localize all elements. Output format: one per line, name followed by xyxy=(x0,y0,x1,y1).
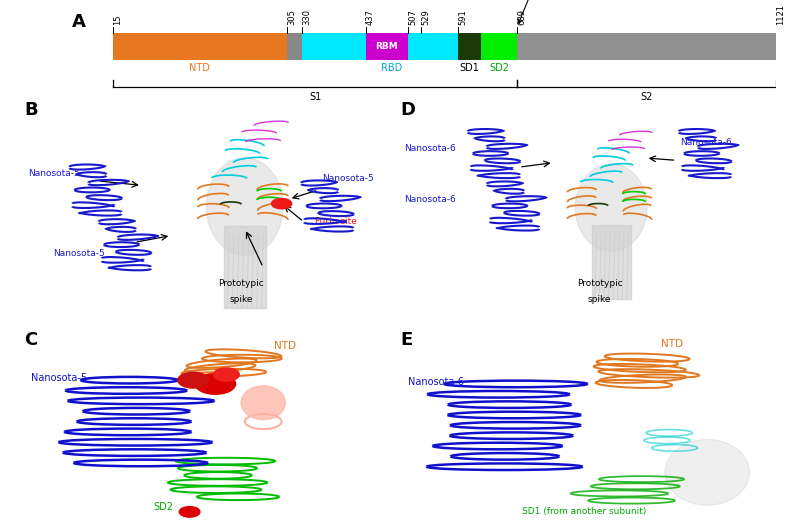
Text: Nanosota-5: Nanosota-5 xyxy=(54,249,105,258)
Text: Furin site: Furin site xyxy=(314,217,357,226)
Text: S1: S1 xyxy=(309,92,321,102)
Text: Prototypic: Prototypic xyxy=(577,279,622,288)
Ellipse shape xyxy=(206,158,283,255)
Text: SD1: SD1 xyxy=(460,63,480,73)
Bar xyxy=(224,226,266,308)
Text: Nanosota-5: Nanosota-5 xyxy=(28,170,79,179)
Bar xyxy=(113,33,287,60)
Text: 437: 437 xyxy=(366,9,375,25)
Ellipse shape xyxy=(241,386,286,420)
Circle shape xyxy=(178,372,209,388)
Bar xyxy=(287,33,302,60)
Text: E: E xyxy=(400,331,412,349)
Text: Nanosota-6: Nanosota-6 xyxy=(404,195,455,204)
Ellipse shape xyxy=(575,164,647,251)
Text: Nanosota-6: Nanosota-6 xyxy=(408,377,464,387)
Bar xyxy=(517,33,776,60)
Text: D: D xyxy=(400,101,415,119)
Text: Furin site: Furin site xyxy=(512,0,558,23)
Text: Nanosota-6: Nanosota-6 xyxy=(404,145,455,153)
Text: 330: 330 xyxy=(302,9,311,25)
Bar xyxy=(592,225,630,299)
Circle shape xyxy=(214,368,239,381)
Text: 689: 689 xyxy=(517,9,526,25)
Text: SD2: SD2 xyxy=(154,502,174,512)
Text: 15: 15 xyxy=(113,14,122,25)
Ellipse shape xyxy=(665,439,750,505)
Text: 507: 507 xyxy=(408,9,417,25)
Text: NTD: NTD xyxy=(661,339,683,349)
Text: NTD: NTD xyxy=(190,63,210,73)
Text: S2: S2 xyxy=(640,92,653,102)
Circle shape xyxy=(179,507,200,517)
Text: Nanosota-6: Nanosota-6 xyxy=(680,138,732,147)
Text: SD1 (from another subunit): SD1 (from another subunit) xyxy=(522,507,646,516)
Text: 1121: 1121 xyxy=(776,4,785,25)
Ellipse shape xyxy=(271,199,292,209)
Circle shape xyxy=(195,374,236,394)
Text: RBD: RBD xyxy=(382,63,402,73)
Text: 529: 529 xyxy=(421,10,430,25)
Bar xyxy=(481,33,517,60)
Text: spike: spike xyxy=(588,295,611,304)
Text: RBM: RBM xyxy=(375,42,398,51)
Bar xyxy=(366,33,408,60)
Text: C: C xyxy=(24,331,38,349)
Text: spike: spike xyxy=(230,295,253,304)
Text: Nanosota-5: Nanosota-5 xyxy=(322,174,374,183)
Text: B: B xyxy=(24,101,38,119)
Text: 591: 591 xyxy=(458,10,467,25)
Text: SD2: SD2 xyxy=(489,63,509,73)
Text: 305: 305 xyxy=(287,9,296,25)
Bar xyxy=(302,33,458,60)
Text: Prototypic: Prototypic xyxy=(218,279,264,288)
Text: Nanosota-5: Nanosota-5 xyxy=(31,373,87,383)
Text: A: A xyxy=(72,13,86,31)
Bar xyxy=(458,33,481,60)
Text: NTD: NTD xyxy=(274,341,296,351)
